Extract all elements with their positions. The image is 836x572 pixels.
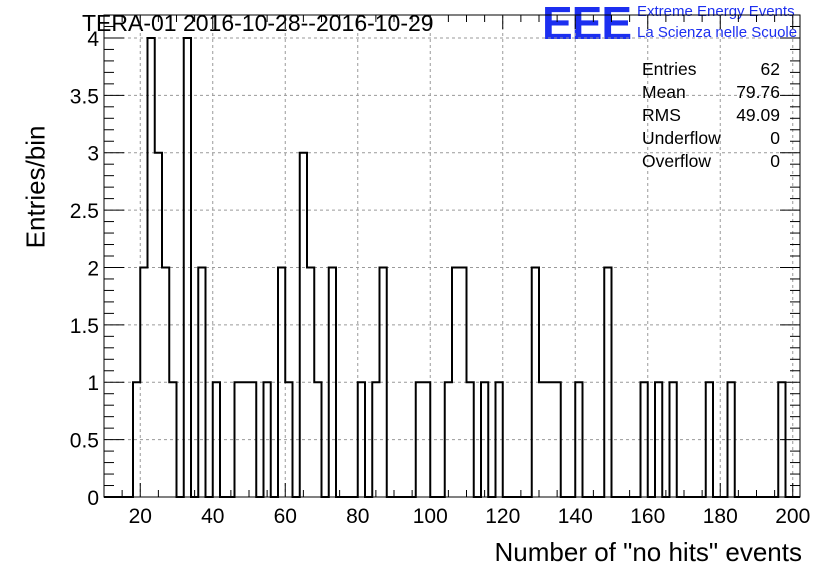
stat-label: Mean xyxy=(642,82,686,102)
histogram-bin xyxy=(706,382,713,497)
histogram-bin xyxy=(575,382,582,497)
histogram-bin xyxy=(641,382,648,497)
stat-label: RMS xyxy=(642,105,681,125)
stat-label: Overflow xyxy=(642,151,712,171)
x-tick-label: 80 xyxy=(346,505,369,528)
histogram-bin xyxy=(459,267,466,497)
y-tick-label: 3 xyxy=(87,143,99,166)
histogram-bin xyxy=(467,382,474,497)
histogram-bin xyxy=(235,382,242,497)
histogram-bin xyxy=(329,267,336,497)
histogram-bin xyxy=(285,382,292,497)
y-tick-label: 4 xyxy=(87,28,99,51)
histogram-bin xyxy=(496,382,503,497)
stat-label: Underflow xyxy=(642,128,721,148)
histogram-bin xyxy=(445,382,452,497)
histogram-bin xyxy=(140,267,147,497)
histogram-bin xyxy=(546,382,553,497)
y-axis-label: Entries/bin xyxy=(20,125,51,249)
histogram-bin xyxy=(307,267,314,497)
eee-logo-line2: La Scienza nelle Scuole xyxy=(637,24,798,41)
histogram-bin xyxy=(358,382,365,497)
histogram-bin xyxy=(314,382,321,497)
y-tick-label: 2.5 xyxy=(70,200,99,223)
stat-value: 49.09 xyxy=(736,105,780,125)
stat-value: 0 xyxy=(770,128,780,148)
y-tick-label: 0.5 xyxy=(70,430,99,453)
histogram-bin xyxy=(604,267,611,497)
x-tick-label: 200 xyxy=(775,505,810,528)
histogram-bin xyxy=(278,267,285,497)
stats-box: Entries 62 Mean 79.76 RMS 49.09 Underflo… xyxy=(642,58,780,173)
stat-entries: Entries 62 xyxy=(642,58,780,81)
histogram-bin xyxy=(670,382,677,497)
y-tick-label: 2 xyxy=(87,257,99,280)
histogram-bin xyxy=(242,382,249,497)
x-tick-label: 20 xyxy=(129,505,152,528)
histogram-bin xyxy=(155,153,162,497)
x-tick-label: 100 xyxy=(413,505,448,528)
y-tick-label: 1 xyxy=(87,372,99,395)
histogram-bin xyxy=(416,382,423,497)
x-tick-label: 40 xyxy=(201,505,224,528)
x-tick-label: 180 xyxy=(703,505,738,528)
histogram-bin xyxy=(452,267,459,497)
stat-mean: Mean 79.76 xyxy=(642,81,780,104)
histogram-bin xyxy=(148,38,155,497)
histogram-bin xyxy=(372,382,379,497)
stat-value: 0 xyxy=(770,151,780,171)
histogram-bin xyxy=(213,382,220,497)
histogram-bin xyxy=(539,382,546,497)
x-axis-label: Number of "no hits" events xyxy=(494,537,803,567)
histogram-bin xyxy=(532,267,539,497)
histogram-outline xyxy=(104,36,800,498)
histogram-bin xyxy=(300,153,307,497)
eee-logo-line1: Extreme Energy Events xyxy=(637,3,795,20)
histogram-bin xyxy=(380,267,387,497)
histogram-bin xyxy=(184,38,191,497)
histogram-bin xyxy=(554,382,561,497)
histogram-bin xyxy=(249,382,256,497)
histogram-bin xyxy=(198,267,205,497)
histogram-bin xyxy=(481,382,488,497)
stat-rms: RMS 49.09 xyxy=(642,104,780,127)
histogram-bin xyxy=(133,382,140,497)
histogram-bin xyxy=(778,382,785,497)
x-tick-label: 120 xyxy=(485,505,520,528)
stat-underflow: Underflow 0 xyxy=(642,127,780,150)
histogram-bin xyxy=(655,382,662,497)
y-tick-label: 1.5 xyxy=(70,315,99,338)
eee-logo-mark: EEE xyxy=(542,0,632,49)
histogram-bin xyxy=(728,382,735,497)
histogram-bin xyxy=(169,382,176,497)
histogram-bin xyxy=(264,382,271,497)
stat-value: 62 xyxy=(760,59,780,79)
stat-overflow: Overflow 0 xyxy=(642,150,780,173)
stat-label: Entries xyxy=(642,59,697,79)
histogram-bin xyxy=(423,382,430,497)
x-tick-label: 160 xyxy=(630,505,665,528)
y-tick-label: 0 xyxy=(87,487,99,510)
x-tick-label: 140 xyxy=(558,505,593,528)
y-tick-label: 3.5 xyxy=(70,85,99,108)
stat-value: 79.76 xyxy=(736,82,780,102)
x-tick-label: 60 xyxy=(274,505,297,528)
histogram-bin xyxy=(162,267,169,497)
